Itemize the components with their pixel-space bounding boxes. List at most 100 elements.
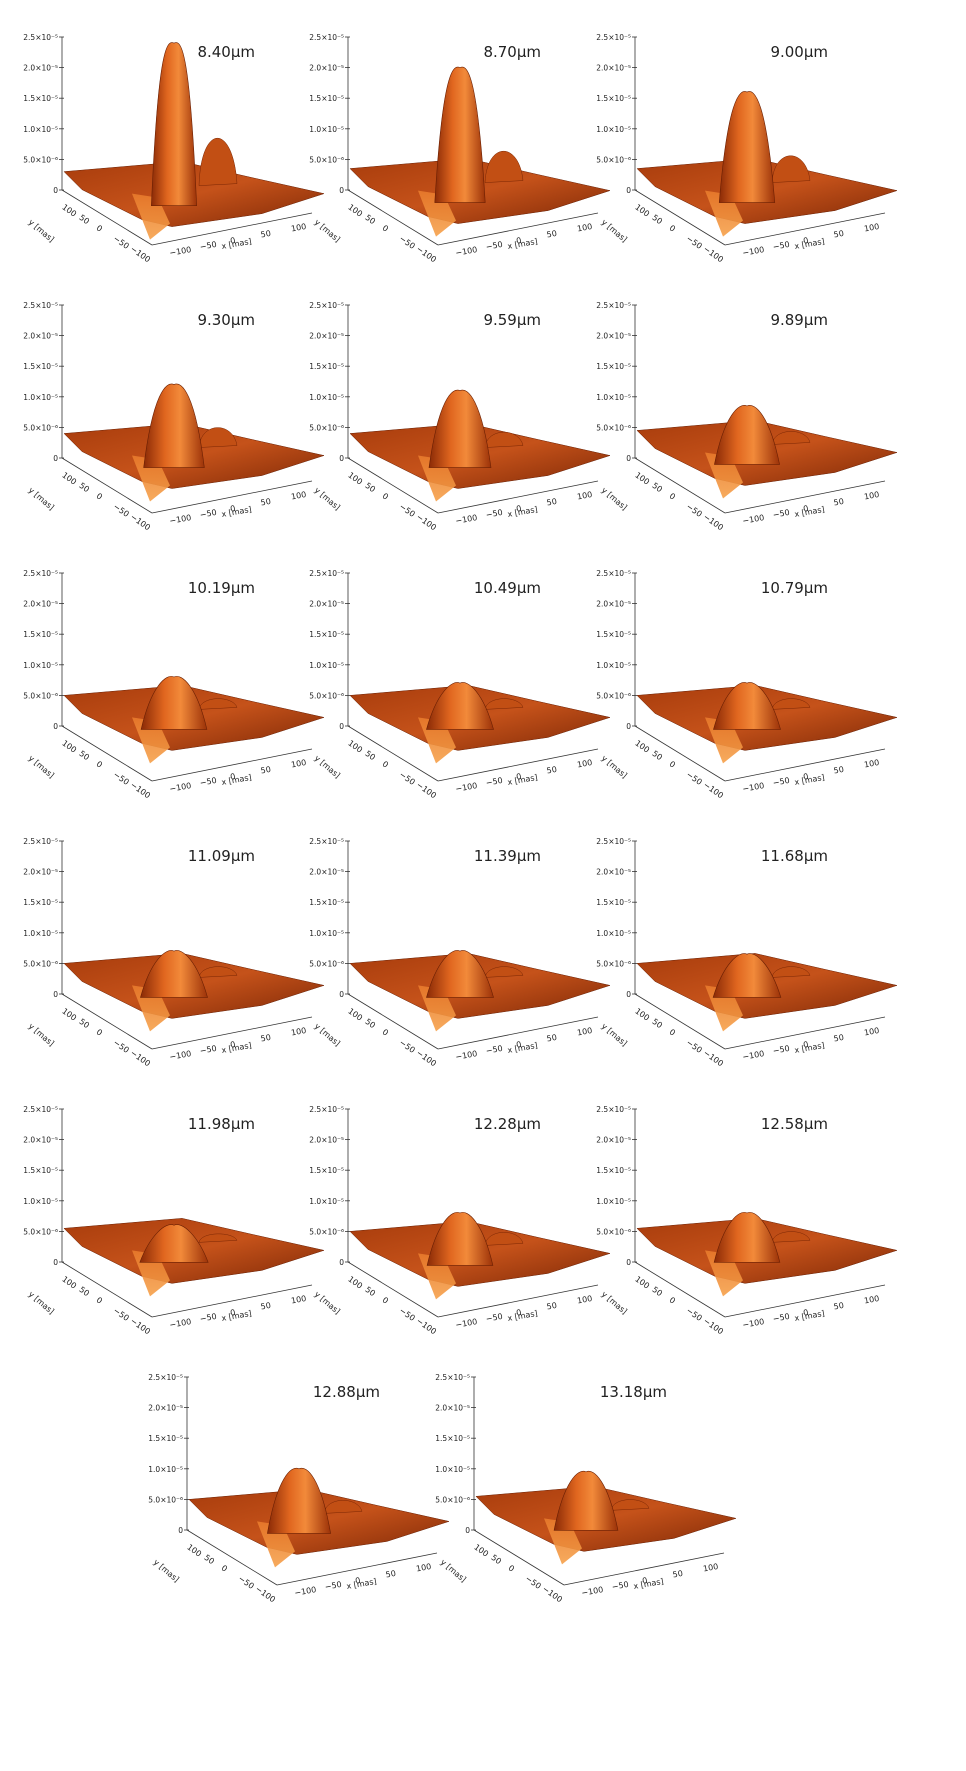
surface-side-peak: [484, 151, 524, 183]
panel-wavelength-label: 11.68μm: [761, 847, 828, 865]
x-axis-line: [724, 1284, 886, 1318]
z-tick-label: 5.0×10⁻⁶: [435, 1495, 470, 1504]
surface-central-peak: [713, 682, 781, 730]
x-tick-label: −100: [169, 1317, 192, 1330]
x-axis-line: [437, 480, 599, 514]
surface-panel: 0 5.0×10⁻⁶ 1.0×10⁻⁵ 1.5×10⁻⁵ 2.0×10⁻⁵ 2.5×10⁻…: [309, 301, 611, 532]
y-tick-label: 50: [489, 1553, 503, 1566]
z-tick-label: 2.0×10⁻⁵: [309, 1136, 344, 1145]
y-tick-label: 0: [220, 1563, 229, 1573]
z-tick-label: 5.0×10⁻⁶: [309, 155, 344, 164]
y-tick-label: 0: [668, 759, 677, 769]
y-tick-label: −100: [254, 1584, 277, 1604]
y-tick-label: −50: [237, 1574, 256, 1591]
panel-wavelength-label: 9.00μm: [770, 43, 828, 61]
z-tick-label: 0: [53, 186, 58, 195]
x-tick-label: −50: [199, 240, 217, 252]
y-tick-label: 50: [77, 1017, 91, 1030]
z-tick-label: 1.0×10⁻⁵: [309, 929, 344, 938]
y-tick-label: −50: [112, 234, 131, 251]
panel-wavelength-label: 8.70μm: [483, 43, 541, 61]
panel-wavelength-label: 9.89μm: [770, 311, 828, 329]
y-tick-label: 50: [650, 1017, 664, 1030]
y-axis-line: [61, 1261, 153, 1318]
surface-central-peak: [712, 953, 782, 998]
x-tick-label: −50: [772, 508, 790, 520]
z-tick-label: 1.5×10⁻⁵: [309, 630, 344, 639]
surface-central-peak: [139, 1224, 209, 1263]
z-tick-label: 2.0×10⁻⁵: [596, 1136, 631, 1145]
y-axis-label: y [mas]: [600, 486, 629, 512]
x-tick-label: −100: [581, 1585, 604, 1598]
y-tick-label: −50: [685, 1306, 704, 1323]
z-tick-label: 1.0×10⁻⁵: [435, 1465, 470, 1474]
y-tick-label: −100: [541, 1584, 564, 1604]
y-tick-label: −50: [398, 1306, 417, 1323]
y-axis-line: [634, 457, 726, 514]
z-tick-label: 1.5×10⁻⁵: [596, 898, 631, 907]
y-tick-label: 50: [650, 213, 664, 226]
x-tick-label: 0: [230, 504, 237, 514]
z-tick-label: 2.5×10⁻⁵: [23, 569, 58, 578]
y-tick-label: 50: [202, 1553, 216, 1566]
y-tick-label: 0: [668, 1027, 677, 1037]
surface-side-peak: [771, 698, 811, 710]
x-tick-label: 0: [803, 236, 810, 246]
y-axis-line: [634, 189, 726, 246]
y-tick-label: −50: [112, 1038, 131, 1055]
x-axis-line: [437, 1284, 599, 1318]
x-tick-label: 0: [230, 1040, 237, 1050]
surface-panel: 0 5.0×10⁻⁶ 1.0×10⁻⁵ 1.5×10⁻⁵ 2.0×10⁻⁵ 2.5×10⁻…: [23, 569, 325, 800]
z-tick-label: 5.0×10⁻⁶: [23, 155, 58, 164]
z-tick-label: 1.5×10⁻⁵: [596, 630, 631, 639]
y-axis-line: [61, 725, 153, 782]
x-tick-label: 0: [230, 772, 237, 782]
z-tick-label: 5.0×10⁻⁶: [309, 959, 344, 968]
y-axis-label: y [mas]: [313, 218, 342, 244]
x-tick-label: −50: [324, 1580, 342, 1592]
z-tick-label: 1.0×10⁻⁵: [596, 125, 631, 134]
panel-wavelength-label: 9.59μm: [483, 311, 541, 329]
x-tick-label: −100: [169, 245, 192, 258]
z-tick-label: 2.0×10⁻⁵: [309, 332, 344, 341]
y-tick-label: −50: [524, 1574, 543, 1591]
surface-central-peak: [714, 405, 780, 465]
y-tick-label: −50: [112, 502, 131, 519]
surface-central-peak: [428, 389, 492, 468]
panel-wavelength-label: 10.19μm: [188, 579, 255, 597]
z-tick-label: 2.5×10⁻⁵: [23, 33, 58, 42]
surface-side-peak: [323, 1500, 363, 1514]
x-axis-line: [724, 480, 886, 514]
y-axis-line: [347, 457, 439, 514]
y-tick-label: −100: [702, 1316, 725, 1336]
y-axis-label: y [mas]: [600, 754, 629, 780]
z-tick-label: 1.5×10⁻⁵: [23, 630, 58, 639]
surface-side-peak: [771, 1231, 811, 1243]
panel-wavelength-label: 11.98μm: [188, 1115, 255, 1133]
y-tick-label: 100: [346, 203, 364, 219]
z-tick-label: 1.5×10⁻⁵: [23, 94, 58, 103]
surface-side-peak: [484, 698, 524, 710]
x-tick-label: 100: [863, 1026, 880, 1038]
z-tick-label: 2.0×10⁻⁵: [596, 868, 631, 877]
y-tick-label: −100: [415, 244, 438, 264]
x-tick-label: 0: [230, 236, 237, 246]
surface-side-peak: [198, 1233, 238, 1243]
y-axis-label: y [mas]: [600, 218, 629, 244]
z-tick-label: 1.0×10⁻⁵: [596, 393, 631, 402]
z-tick-label: 1.0×10⁻⁵: [23, 1197, 58, 1206]
x-axis-label: x [mas]: [346, 1577, 377, 1591]
x-tick-label: −100: [742, 1049, 765, 1062]
z-tick-label: 5.0×10⁻⁶: [596, 423, 631, 432]
y-tick-label: −100: [415, 512, 438, 532]
y-tick-label: −100: [129, 1316, 152, 1336]
y-tick-label: 100: [472, 1543, 490, 1559]
z-tick-label: 2.0×10⁻⁵: [435, 1404, 470, 1413]
y-tick-label: 0: [381, 491, 390, 501]
x-tick-label: −100: [742, 513, 765, 526]
z-tick-label: 0: [178, 1526, 183, 1535]
z-tick-label: 2.0×10⁻⁵: [23, 332, 58, 341]
z-tick-label: 1.5×10⁻⁵: [309, 362, 344, 371]
z-tick-label: 2.0×10⁻⁵: [23, 868, 58, 877]
